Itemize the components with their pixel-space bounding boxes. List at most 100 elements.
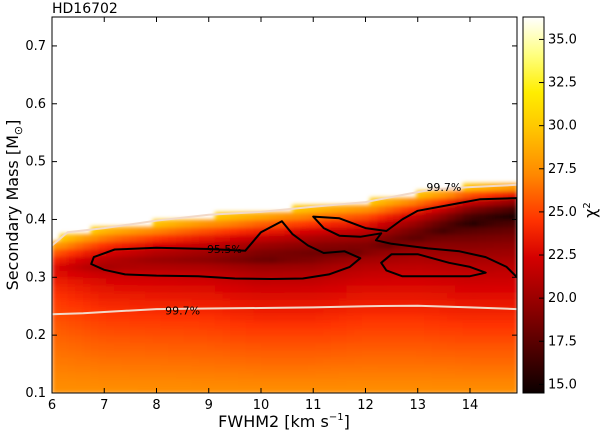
heatmap-cell xyxy=(307,248,317,257)
heatmap-cell xyxy=(129,241,139,250)
heatmap-cell xyxy=(191,349,201,358)
heatmap-cell xyxy=(362,356,371,365)
heatmap-cell xyxy=(261,320,270,329)
heatmap-cell xyxy=(501,356,511,365)
heatmap-cell xyxy=(362,378,371,387)
heatmap-cell xyxy=(416,241,425,250)
heatmap-cell xyxy=(129,313,139,322)
heatmap-cell xyxy=(323,327,332,336)
heatmap-cell xyxy=(331,291,340,300)
heatmap-cell xyxy=(238,277,247,286)
heatmap-cell xyxy=(462,342,472,351)
heatmap-cell xyxy=(137,226,146,235)
heatmap-cell xyxy=(354,364,363,373)
heatmap-cell xyxy=(52,364,61,373)
heatmap-cell xyxy=(207,270,216,279)
heatmap-cell xyxy=(493,313,503,322)
heatmap-cell xyxy=(300,277,309,286)
heatmap-cell xyxy=(83,356,92,365)
heatmap-cell xyxy=(137,284,146,293)
heatmap-cell xyxy=(393,277,402,286)
heatmap-cell xyxy=(199,342,208,351)
heatmap-cell xyxy=(431,262,441,271)
heatmap-cell xyxy=(75,342,84,351)
heatmap-cell xyxy=(331,320,340,329)
heatmap-cell xyxy=(83,320,92,329)
heatmap-cell xyxy=(59,241,69,250)
heatmap-cell xyxy=(393,291,402,300)
heatmap-cell xyxy=(346,371,356,380)
heatmap-cell xyxy=(98,320,108,329)
heatmap-cell xyxy=(98,306,108,315)
heatmap-cell xyxy=(369,205,379,214)
heatmap-cell xyxy=(439,320,449,329)
heatmap-cell xyxy=(168,255,177,264)
heatmap-cell xyxy=(59,262,69,271)
heatmap-cell xyxy=(245,371,255,380)
heatmap-cell xyxy=(323,313,332,322)
heatmap-cell xyxy=(315,277,325,286)
heatmap-cell xyxy=(408,241,418,250)
heatmap-cell xyxy=(377,255,387,264)
heatmap-cell xyxy=(509,313,517,322)
heatmap-cell xyxy=(98,335,108,344)
heatmap-cell xyxy=(238,270,247,279)
heatmap-cell xyxy=(59,320,69,329)
heatmap-cell xyxy=(377,284,387,293)
heatmap-cell xyxy=(400,284,410,293)
heatmap-cell xyxy=(385,320,394,329)
heatmap-cell xyxy=(331,284,340,293)
heatmap-cell xyxy=(431,378,441,387)
heatmap-cell xyxy=(253,356,263,365)
heatmap-cell xyxy=(137,349,146,358)
heatmap-cell xyxy=(253,262,263,271)
heatmap-cell xyxy=(145,378,154,387)
heatmap-cell xyxy=(331,371,340,380)
heatmap-cell xyxy=(222,306,232,315)
heatmap-cell xyxy=(121,255,131,264)
heatmap-cell xyxy=(323,299,332,308)
heatmap-cell xyxy=(59,306,69,315)
heatmap-cell xyxy=(300,349,309,358)
heatmap-cell xyxy=(493,262,503,271)
heatmap-cell xyxy=(369,385,379,393)
heatmap-cell xyxy=(338,342,348,351)
heatmap-cell xyxy=(478,306,487,315)
heatmap-cell xyxy=(75,299,84,308)
heatmap-cell xyxy=(478,349,487,358)
heatmap-cell xyxy=(493,190,503,199)
heatmap-cell xyxy=(214,284,224,293)
heatmap-cell xyxy=(416,262,425,271)
heatmap-cell xyxy=(269,270,278,279)
heatmap-cell xyxy=(486,349,495,358)
heatmap-cell xyxy=(59,233,69,242)
heatmap-cell xyxy=(106,335,115,344)
heatmap-cell xyxy=(501,371,511,380)
heatmap-cell xyxy=(160,306,170,315)
heatmap-cell xyxy=(284,320,294,329)
heatmap-cell xyxy=(478,364,487,373)
heatmap-cell xyxy=(67,291,77,300)
heatmap-cell xyxy=(230,364,239,373)
contour-label-99-lower: 99.7% xyxy=(165,304,200,317)
contour-95-region xyxy=(90,220,362,280)
heatmap-cell xyxy=(447,197,456,206)
heatmap-cell xyxy=(509,320,517,329)
heatmap-cell xyxy=(486,335,495,344)
heatmap-cell xyxy=(238,364,247,373)
heatmap-cell xyxy=(137,262,146,271)
heatmap-cell xyxy=(346,327,356,336)
heatmap-cell xyxy=(145,262,154,271)
heatmap-cell xyxy=(424,233,433,242)
heatmap-cell xyxy=(393,385,402,393)
heatmap-cell xyxy=(160,313,170,322)
heatmap-cell xyxy=(385,327,394,336)
heatmap-cell xyxy=(470,356,480,365)
heatmap-cell xyxy=(253,364,263,373)
heatmap-cell xyxy=(176,270,185,279)
heatmap-cell xyxy=(408,212,418,221)
heatmap-cell xyxy=(439,349,449,358)
heatmap-cell xyxy=(300,371,309,380)
heatmap-cell xyxy=(52,320,61,329)
heatmap-cell xyxy=(183,233,193,242)
